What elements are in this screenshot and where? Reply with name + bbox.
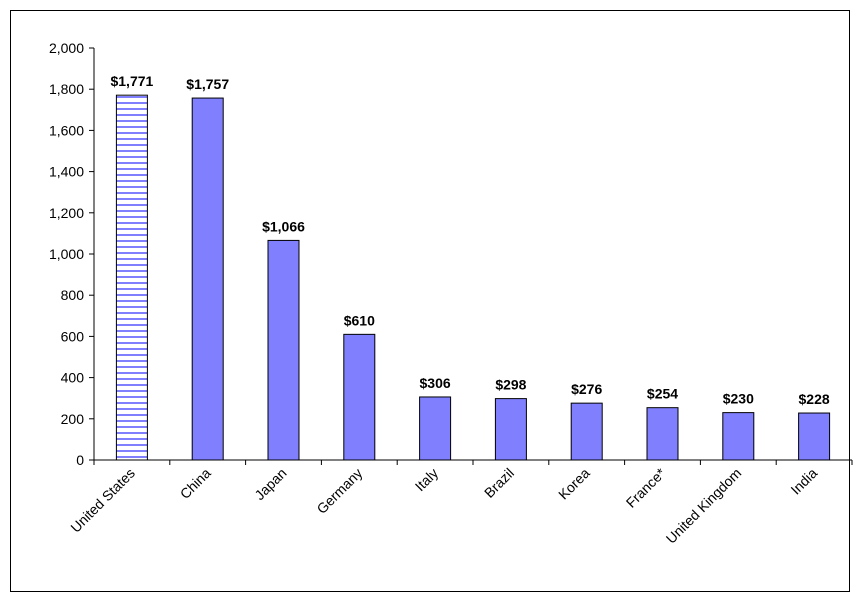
bar-india (798, 412, 831, 461)
category-label: Italy (412, 465, 441, 494)
y-tick-label: 400 (61, 370, 85, 386)
y-tick-label: 1,800 (49, 81, 84, 97)
data-label: $230 (723, 391, 754, 407)
y-axis: 0 200 400 600 800 1,000 1,200 1,400 1,600 1,800 2,… (49, 40, 95, 468)
y-tick-label: 1,400 (49, 164, 84, 180)
data-label: $1,066 (262, 218, 305, 234)
category-labels: United States China Japan Germany Italy Brazi… (67, 464, 820, 546)
bar-italy (419, 396, 452, 461)
bar-france (646, 407, 679, 461)
category-label: Japan (251, 465, 289, 503)
data-label: $610 (344, 312, 375, 328)
y-tick-label: 600 (61, 328, 85, 344)
chart-frame (10, 10, 850, 592)
category-label: Korea (555, 465, 593, 503)
category-label: India (787, 465, 820, 498)
data-label: $1,771 (110, 73, 153, 89)
category-label: Germany (313, 465, 365, 517)
y-tick-label: 2,000 (49, 40, 84, 56)
bar-united-kingdom (722, 412, 755, 461)
x-axis (93, 459, 853, 465)
data-label: $276 (571, 381, 602, 397)
bar-united-states (115, 94, 148, 461)
category-label: United States (67, 465, 138, 536)
bar-korea (570, 402, 603, 461)
category-label: France* (623, 464, 669, 510)
category-label: Brazil (481, 465, 517, 501)
bar-china (191, 97, 224, 461)
data-label: $298 (495, 377, 526, 393)
data-label: $228 (799, 391, 830, 407)
bar-germany (343, 333, 376, 461)
category-label: United Kingdom (663, 465, 745, 547)
y-tick-label: 1,600 (49, 122, 84, 138)
y-tick-label: 1,000 (49, 246, 84, 262)
y-tick-label: 1,200 (49, 205, 84, 221)
data-label: $306 (420, 375, 451, 391)
bars (115, 94, 831, 461)
y-tick-label: 800 (61, 287, 85, 303)
data-label: $1,757 (186, 76, 229, 92)
y-tick-label: 200 (61, 411, 85, 427)
data-labels: $1,771 $1,757 $1,066 $610 $306 $298 $276 $254 $2… (110, 73, 829, 407)
bar-brazil (494, 398, 527, 461)
data-label: $254 (647, 386, 678, 402)
bar-japan (267, 239, 300, 461)
y-tick-label: 0 (76, 452, 84, 468)
category-label: China (177, 465, 214, 502)
